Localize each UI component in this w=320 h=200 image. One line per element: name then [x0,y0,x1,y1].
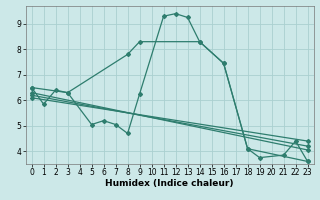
X-axis label: Humidex (Indice chaleur): Humidex (Indice chaleur) [105,179,234,188]
